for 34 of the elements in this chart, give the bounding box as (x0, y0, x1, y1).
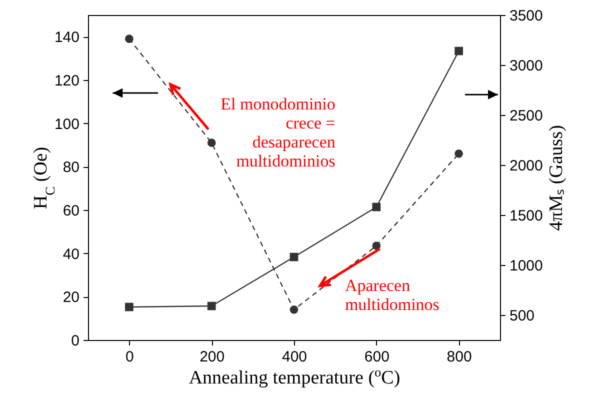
x-tick-label: 200 (200, 348, 225, 366)
point (454, 149, 463, 158)
y-tick-label: 80 (62, 159, 80, 176)
annotation: El monodominio crece = desaparecen multidominios (220, 94, 336, 170)
x-tick-label: 800 (446, 348, 472, 366)
y2-tick-label: 500 (510, 308, 535, 324)
y2-tick-label: 2500 (510, 108, 543, 124)
y-tick-label: 40 (62, 246, 80, 263)
point (125, 302, 134, 312)
y-tick-label: 0 (71, 332, 80, 350)
point (454, 46, 463, 56)
y-tick-label: 100 (54, 116, 80, 133)
y-tick-label: 140 (54, 29, 80, 46)
point (372, 202, 381, 212)
point (125, 34, 134, 44)
x-tick-label: 600 (364, 348, 390, 366)
y2-tick-label: 3500 (510, 8, 543, 24)
point (290, 305, 298, 314)
x-tick-label: 400 (282, 348, 308, 366)
y-tick-label: 60 (62, 202, 80, 220)
y2-tick-label: 2000 (510, 158, 543, 174)
point (207, 302, 216, 310)
point (290, 252, 298, 262)
annotation: Aparecen multidominos (344, 276, 440, 314)
y2-axis-title: 4πMₛ (Gauss) (546, 125, 567, 231)
y2-tick-label: 1500 (510, 208, 543, 224)
point (372, 242, 381, 250)
x-axis-title: Annealing temperature ($^{o}$C) (188, 364, 400, 388)
y2-tick-label: 1000 (510, 258, 543, 274)
x-tick-label: 0 (126, 348, 134, 366)
y2-tick-label: 3000 (510, 58, 543, 74)
point (207, 138, 216, 148)
y-tick-label: 120 (54, 72, 80, 90)
y-tick-label: 20 (62, 289, 80, 306)
